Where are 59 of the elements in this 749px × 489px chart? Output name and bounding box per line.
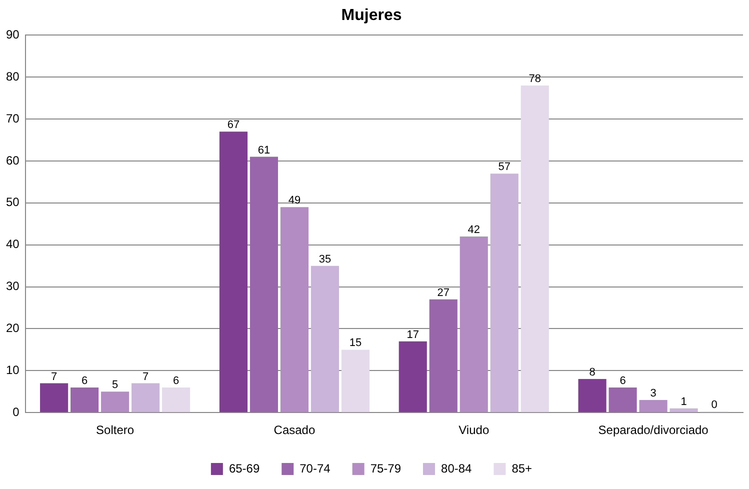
legend-label: 80-84 (441, 461, 472, 476)
data-label: 6 (172, 374, 180, 387)
data-label: 8 (589, 366, 596, 379)
bar (490, 174, 518, 412)
legend-label: 75-79 (370, 461, 402, 476)
y-tick-label: 90 (6, 28, 20, 42)
x-tick-label: Soltero (96, 423, 134, 438)
y-tick-label: 60 (6, 153, 20, 168)
x-tick-label: Viudo (458, 423, 490, 438)
bar (520, 86, 549, 412)
y-tick-label: 50 (6, 195, 20, 210)
data-label: 1 (680, 396, 687, 408)
bar (219, 132, 248, 412)
y-tick-label: 30 (6, 279, 20, 294)
data-label: 5 (112, 379, 118, 392)
data-label: 3 (650, 388, 656, 400)
bar (280, 207, 308, 412)
bar (250, 156, 278, 412)
y-tick-label: 70 (6, 111, 20, 126)
bar (132, 383, 160, 412)
bar (70, 387, 99, 412)
data-label: 42 (468, 224, 480, 236)
bar (310, 266, 339, 412)
bar (341, 350, 370, 412)
data-label: 7 (142, 370, 149, 383)
legend-label: 85+ (512, 461, 532, 476)
data-label: 0 (711, 399, 718, 412)
legend-label: 70-74 (300, 461, 331, 476)
bar (162, 387, 190, 412)
y-tick-label: 0 (12, 404, 20, 419)
data-label: 27 (437, 286, 450, 299)
data-label: 6 (81, 374, 88, 387)
data-label: 17 (406, 328, 420, 341)
y-tick-label: 20 (6, 321, 20, 336)
bar (429, 299, 458, 412)
legend-label: 65-69 (228, 461, 260, 476)
x-tick-label: Casado (274, 423, 316, 438)
bar (578, 379, 606, 412)
bar (398, 341, 427, 412)
chart-title: Mujeres (341, 7, 402, 24)
data-label: 61 (258, 144, 270, 156)
bar (608, 387, 637, 412)
data-label: 7 (50, 370, 58, 383)
y-tick-label: 80 (6, 69, 20, 84)
data-label: 67 (227, 119, 240, 132)
bar (101, 392, 130, 412)
data-label: 49 (288, 194, 301, 207)
bar (670, 408, 698, 412)
bar (460, 236, 488, 412)
data-label: 15 (349, 337, 362, 350)
data-label: 78 (528, 73, 542, 86)
y-tick-label: 40 (6, 237, 20, 252)
data-label: 57 (498, 161, 511, 174)
y-tick-label: 10 (6, 362, 20, 377)
bar (40, 383, 68, 412)
x-tick-label: Separado/divorciado (598, 423, 709, 438)
bar (639, 400, 668, 412)
data-label: 35 (318, 253, 332, 266)
data-label: 6 (620, 374, 626, 387)
